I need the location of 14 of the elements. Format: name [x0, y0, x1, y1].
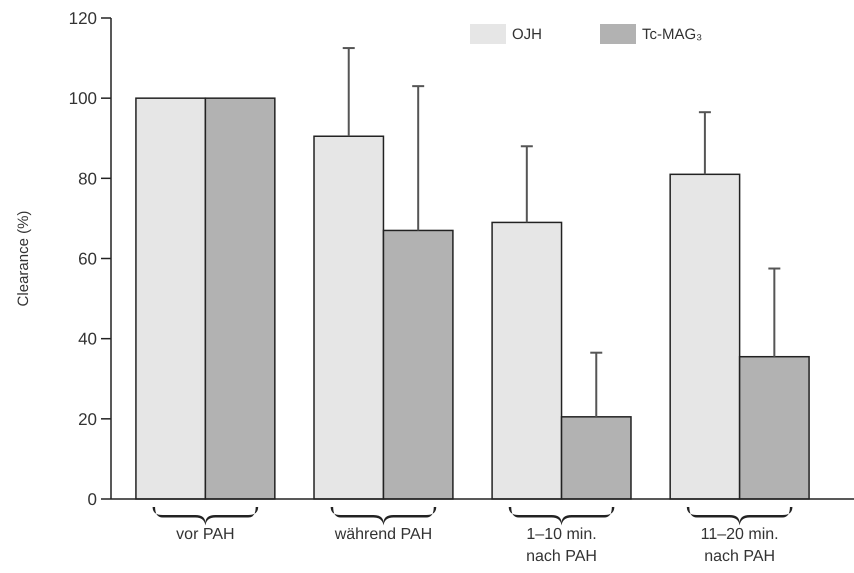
- y-tick-label: 20: [78, 410, 97, 429]
- x-tick-label: 11–20 min. nach PAH: [700, 526, 779, 565]
- legend-label: OJH: [512, 26, 542, 43]
- y-tick-label: 120: [68, 8, 97, 28]
- legend-label: Tc-MAG₃: [642, 26, 702, 43]
- y-tick-label: 0: [88, 490, 97, 509]
- y-tick-label: 100: [68, 89, 97, 108]
- x-tick-label: 1–10 min. nach PAH: [526, 526, 597, 565]
- y-tick-label: 60: [78, 249, 97, 268]
- x-tick-label: vor PAH: [176, 526, 235, 543]
- y-tick-label: 40: [78, 330, 97, 349]
- y-tick-label: 80: [78, 169, 97, 188]
- y-axis-title: Clearance (%): [15, 210, 32, 306]
- x-tick-label: während PAH: [334, 526, 432, 543]
